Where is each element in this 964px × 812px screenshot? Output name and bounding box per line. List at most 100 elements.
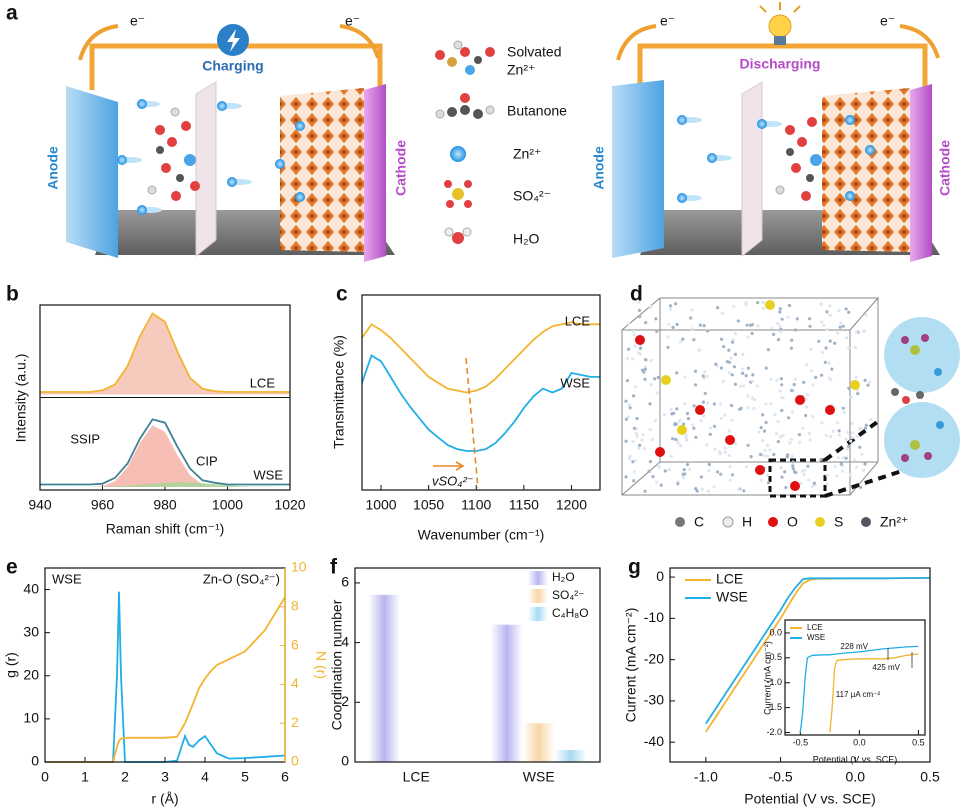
atom — [829, 378, 833, 382]
atom — [700, 487, 705, 491]
atom — [705, 329, 710, 333]
y-tick-label: 0 — [341, 753, 349, 769]
plot-frame — [784, 619, 926, 736]
legend-dot — [815, 517, 825, 527]
atom — [864, 313, 868, 317]
atom — [844, 456, 848, 460]
atom — [824, 346, 828, 350]
atom — [841, 406, 845, 410]
x-tick-label: 0.0 — [853, 737, 866, 747]
ions — [117, 99, 305, 215]
atom — [667, 322, 671, 326]
atom — [719, 472, 723, 476]
atom — [811, 383, 815, 387]
atom — [737, 487, 741, 491]
atom — [745, 323, 749, 327]
atom — [633, 459, 637, 463]
atom — [722, 345, 726, 349]
atom — [714, 362, 718, 366]
atom — [681, 476, 686, 480]
cathode-crystal — [280, 88, 364, 252]
series-label: SSIP — [70, 431, 100, 446]
atom — [809, 347, 813, 351]
atom — [686, 417, 691, 421]
ions — [677, 115, 875, 203]
atom — [761, 439, 765, 443]
y2-tick-label: 6 — [291, 636, 299, 652]
atom — [648, 428, 652, 432]
atom — [683, 472, 687, 476]
y-tick-label: -10 — [644, 609, 664, 625]
x-axis-label: Wavenumber (cm⁻¹) — [418, 527, 545, 543]
atom — [637, 446, 641, 450]
atom — [830, 367, 834, 371]
atom — [716, 470, 720, 474]
atom — [669, 454, 674, 458]
atom — [662, 413, 667, 417]
atom — [716, 306, 720, 310]
atom — [727, 453, 731, 458]
legend-label: H₂O — [552, 570, 575, 584]
atom — [682, 422, 686, 426]
atom — [669, 407, 673, 412]
atom — [863, 462, 867, 466]
legend-swatch — [528, 589, 548, 603]
y-tick-label: 2 — [341, 693, 349, 709]
atom — [708, 432, 712, 436]
electron-label: e⁻ — [130, 13, 145, 29]
atom — [725, 435, 735, 445]
solvated-cluster — [775, 117, 822, 201]
atom — [683, 375, 687, 379]
atom — [692, 404, 696, 408]
atom — [668, 307, 673, 311]
atom — [806, 478, 811, 482]
x-tick-label: -0.5 — [793, 737, 809, 747]
atom — [648, 306, 653, 310]
line — [40, 418, 290, 486]
atom — [655, 480, 659, 484]
atom — [643, 489, 647, 493]
atom — [746, 335, 750, 339]
atom — [684, 434, 688, 438]
atom — [790, 338, 794, 342]
atom — [828, 339, 832, 343]
plot-frame — [354, 567, 601, 763]
atom — [845, 447, 849, 451]
electron-arrow — [339, 24, 380, 59]
line — [799, 645, 919, 733]
atom — [736, 319, 740, 323]
atom — [635, 335, 645, 345]
atom — [718, 450, 722, 454]
atom — [776, 321, 780, 326]
atom — [643, 377, 647, 381]
icon-sulfate — [444, 180, 472, 208]
inset-marker — [887, 648, 913, 668]
line — [45, 591, 286, 763]
atom — [683, 402, 687, 406]
atom — [666, 335, 670, 339]
legend-label: H₂O — [513, 231, 540, 247]
line — [829, 653, 919, 733]
atom — [844, 307, 848, 311]
atom — [866, 383, 870, 387]
atom — [750, 396, 755, 400]
atom — [632, 426, 637, 430]
atom — [804, 405, 809, 409]
atom — [746, 406, 750, 410]
anode-label: Anode — [45, 146, 61, 190]
atom — [627, 457, 632, 461]
atom — [835, 421, 840, 425]
atom — [779, 327, 783, 331]
atom — [820, 320, 824, 324]
atom — [853, 458, 857, 462]
x-tick-label: 1000 — [212, 497, 243, 513]
atom — [776, 338, 781, 342]
atom — [779, 466, 783, 470]
cluster-molecule — [891, 334, 944, 462]
cathode — [910, 84, 932, 262]
atom — [733, 441, 738, 445]
atom — [850, 436, 854, 440]
charging-scene: e⁻ e⁻ Charging Anode Cathode — [45, 13, 409, 262]
x-tick-label: 980 — [153, 497, 177, 513]
legend-label: Zn²⁺ — [513, 146, 541, 162]
